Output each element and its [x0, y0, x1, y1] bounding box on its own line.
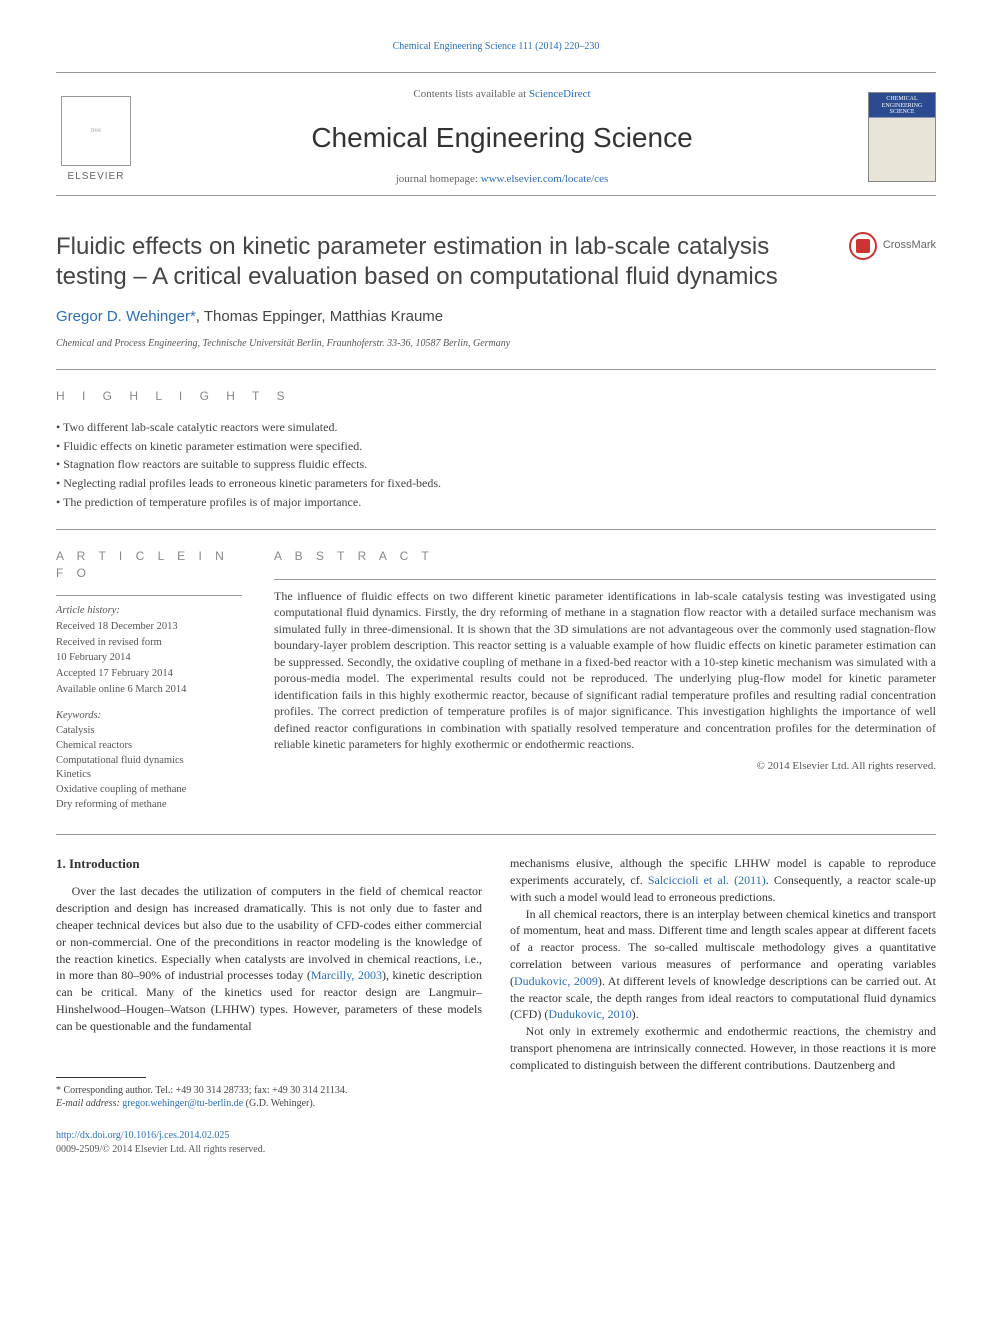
p3c: ). [632, 1007, 639, 1021]
crossmark-label: CrossMark [883, 238, 936, 253]
email-link[interactable]: gregor.wehinger@tu-berlin.de [122, 1098, 243, 1109]
separator [56, 834, 936, 835]
top-journal-ref: Chemical Engineering Science 111 (2014) … [56, 40, 936, 54]
highlight-item: Stagnation flow reactors are suitable to… [56, 456, 936, 473]
ref-salciccioli-2011[interactable]: Salciccioli et al. (2011) [648, 873, 766, 887]
ref-dudukovic-2009[interactable]: Dudukovic, 2009 [514, 974, 598, 988]
intro-p2: mechanisms elusive, although the specifi… [510, 855, 936, 905]
elsevier-tree-icon: tree [61, 96, 131, 166]
info-separator [56, 595, 242, 596]
doi-link[interactable]: http://dx.doi.org/10.1016/j.ces.2014.02.… [56, 1130, 229, 1141]
affiliation: Chemical and Process Engineering, Techni… [56, 337, 936, 351]
history-revised2: 10 February 2014 [56, 651, 242, 666]
elsevier-label: ELSEVIER [68, 170, 125, 184]
highlight-item: Fluidic effects on kinetic parameter est… [56, 438, 936, 455]
abstract-label: A B S T R A C T [274, 548, 936, 565]
highlights: Two different lab-scale catalytic reacto… [56, 419, 936, 511]
history-online: Available online 6 March 2014 [56, 683, 242, 698]
separator [56, 369, 936, 370]
title-row: Fluidic effects on kinetic parameter est… [56, 232, 936, 292]
homepage-line: journal homepage: www.elsevier.com/locat… [136, 172, 868, 187]
elsevier-logo[interactable]: tree ELSEVIER [56, 90, 136, 184]
history-accepted: Accepted 17 February 2014 [56, 667, 242, 682]
email-footnote: E-mail address: gregor.wehinger@tu-berli… [56, 1097, 482, 1111]
keyword: Catalysis [56, 724, 242, 739]
intro-p1: Over the last decades the utilization of… [56, 883, 482, 1034]
contents-prefix: Contents lists available at [413, 88, 528, 100]
corr-footnote: * Corresponding author. Tel.: +49 30 314… [56, 1084, 482, 1098]
masthead-center: Contents lists available at ScienceDirec… [136, 87, 868, 187]
top-journal-link[interactable]: Chemical Engineering Science 111 (2014) … [393, 41, 600, 52]
keyword: Computational fluid dynamics [56, 754, 242, 769]
article-title: Fluidic effects on kinetic parameter est… [56, 232, 849, 292]
info-abstract-row: A R T I C L E I N F O Article history: R… [56, 548, 936, 813]
highlight-item: Two different lab-scale catalytic reacto… [56, 419, 936, 436]
intro-heading: 1. Introduction [56, 855, 482, 873]
article-info: A R T I C L E I N F O Article history: R… [56, 548, 242, 813]
keywords-head: Keywords: [56, 709, 242, 724]
author-link-wehinger[interactable]: Gregor D. Wehinger [56, 308, 190, 325]
masthead: tree ELSEVIER Contents lists available a… [56, 72, 936, 196]
highlights-label: H I G H L I G H T S [56, 388, 936, 405]
abstract-separator [274, 579, 936, 580]
abstract-text: The influence of fluidic effects on two … [274, 588, 936, 753]
cover-line2: ENGINEERING [872, 103, 932, 110]
history-received: Received 18 December 2013 [56, 620, 242, 635]
ref-dudukovic-2010[interactable]: Dudukovic, 2010 [548, 1007, 631, 1021]
cover-line1: CHEMICAL [872, 96, 932, 103]
keyword: Chemical reactors [56, 739, 242, 754]
abstract-col: A B S T R A C T The influence of fluidic… [274, 548, 936, 813]
highlight-item: Neglecting radial profiles leads to erro… [56, 475, 936, 492]
footnote-separator [56, 1077, 146, 1078]
history-revised1: Received in revised form [56, 636, 242, 651]
body-columns: 1. Introduction Over the last decades th… [56, 855, 936, 1110]
intro-p3: In all chemical reactors, there is an in… [510, 906, 936, 1024]
keyword: Kinetics [56, 768, 242, 783]
email-label: E-mail address: [56, 1098, 122, 1109]
highlight-item: The prediction of temperature profiles i… [56, 494, 936, 511]
journal-name: Chemical Engineering Science [136, 118, 868, 157]
homepage-prefix: journal homepage: [396, 173, 481, 185]
sciencedirect-link[interactable]: ScienceDirect [529, 88, 591, 100]
authors: Gregor D. Wehinger*, Thomas Eppinger, Ma… [56, 306, 936, 327]
homepage-link[interactable]: www.elsevier.com/locate/ces [481, 173, 609, 185]
keyword: Oxidative coupling of methane [56, 783, 242, 798]
journal-cover[interactable]: CHEMICAL ENGINEERING SCIENCE [868, 92, 936, 182]
issn-line: 0009-2509/© 2014 Elsevier Ltd. All right… [56, 1144, 265, 1155]
article-info-label: A R T I C L E I N F O [56, 548, 242, 582]
crossmark-icon [849, 232, 877, 260]
history-head: Article history: [56, 604, 242, 619]
cover-line3: SCIENCE [872, 109, 932, 116]
page-footer: http://dx.doi.org/10.1016/j.ces.2014.02.… [56, 1129, 936, 1157]
contents-line: Contents lists available at ScienceDirec… [136, 87, 868, 102]
keyword: Dry reforming of methane [56, 798, 242, 813]
ref-marcilly-2003[interactable]: Marcilly, 2003 [311, 968, 382, 982]
authors-rest: , Thomas Eppinger, Matthias Kraume [196, 308, 443, 325]
email-suffix: (G.D. Wehinger). [243, 1098, 315, 1109]
copyright: © 2014 Elsevier Ltd. All rights reserved… [274, 759, 936, 774]
intro-p4: Not only in extremely exothermic and end… [510, 1023, 936, 1073]
separator [56, 529, 936, 530]
crossmark-badge[interactable]: CrossMark [849, 232, 936, 260]
